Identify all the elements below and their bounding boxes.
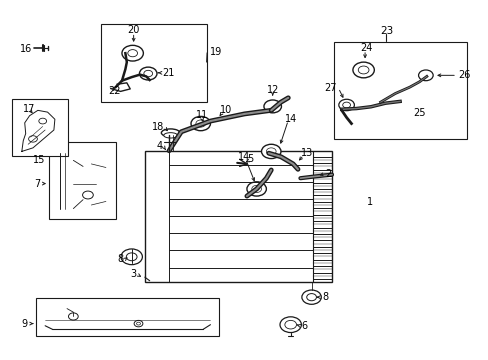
Circle shape: [301, 290, 321, 304]
Text: 9: 9: [21, 319, 28, 329]
Circle shape: [342, 102, 350, 108]
Text: 2: 2: [325, 168, 330, 179]
Circle shape: [338, 99, 354, 111]
Circle shape: [280, 317, 301, 333]
Circle shape: [127, 50, 137, 57]
Text: 21: 21: [162, 68, 174, 78]
Text: 7: 7: [34, 179, 40, 189]
Circle shape: [39, 118, 46, 124]
Circle shape: [82, 191, 93, 199]
Circle shape: [306, 294, 316, 301]
Text: 4: 4: [156, 141, 163, 151]
Text: 19: 19: [209, 47, 221, 57]
Text: 15: 15: [33, 156, 45, 165]
Bar: [334, 42, 466, 139]
Circle shape: [358, 66, 368, 74]
Circle shape: [29, 136, 37, 142]
Circle shape: [418, 70, 432, 81]
Text: 5: 5: [246, 154, 253, 164]
Circle shape: [352, 62, 373, 78]
Text: 11: 11: [195, 110, 207, 120]
Circle shape: [246, 182, 266, 196]
Text: 6: 6: [300, 321, 306, 332]
Text: 23: 23: [379, 26, 392, 36]
Bar: [36, 298, 218, 337]
Circle shape: [68, 313, 78, 320]
Text: 16: 16: [20, 44, 32, 54]
Circle shape: [121, 249, 142, 265]
Circle shape: [136, 322, 140, 325]
Text: 17: 17: [23, 104, 36, 113]
Text: 18: 18: [152, 122, 164, 132]
Text: 12: 12: [266, 85, 278, 95]
Text: 27: 27: [324, 83, 336, 93]
Text: 8: 8: [322, 292, 328, 302]
Circle shape: [251, 185, 261, 193]
Text: 22: 22: [108, 86, 121, 96]
Text: 1: 1: [366, 197, 372, 207]
Text: 20: 20: [127, 25, 140, 35]
Text: 3: 3: [130, 269, 136, 279]
Circle shape: [134, 320, 142, 327]
Circle shape: [261, 144, 281, 158]
Circle shape: [264, 100, 281, 113]
Text: 24: 24: [359, 43, 371, 53]
Circle shape: [191, 116, 210, 131]
Text: 14: 14: [238, 152, 250, 162]
Circle shape: [126, 253, 137, 261]
Circle shape: [122, 45, 143, 61]
Circle shape: [143, 70, 152, 77]
Bar: [101, 24, 206, 102]
Bar: [144, 152, 331, 282]
Text: 10: 10: [220, 105, 232, 115]
Text: 14: 14: [284, 113, 296, 123]
Text: 25: 25: [412, 108, 425, 118]
Circle shape: [266, 148, 276, 155]
Circle shape: [196, 120, 205, 127]
Text: 26: 26: [458, 70, 470, 80]
Circle shape: [285, 320, 296, 329]
Bar: [12, 99, 68, 156]
Ellipse shape: [161, 129, 180, 137]
Text: 8: 8: [118, 254, 123, 264]
Ellipse shape: [163, 133, 177, 138]
Text: 13: 13: [300, 148, 312, 158]
Bar: [49, 143, 116, 219]
Circle shape: [139, 67, 157, 80]
